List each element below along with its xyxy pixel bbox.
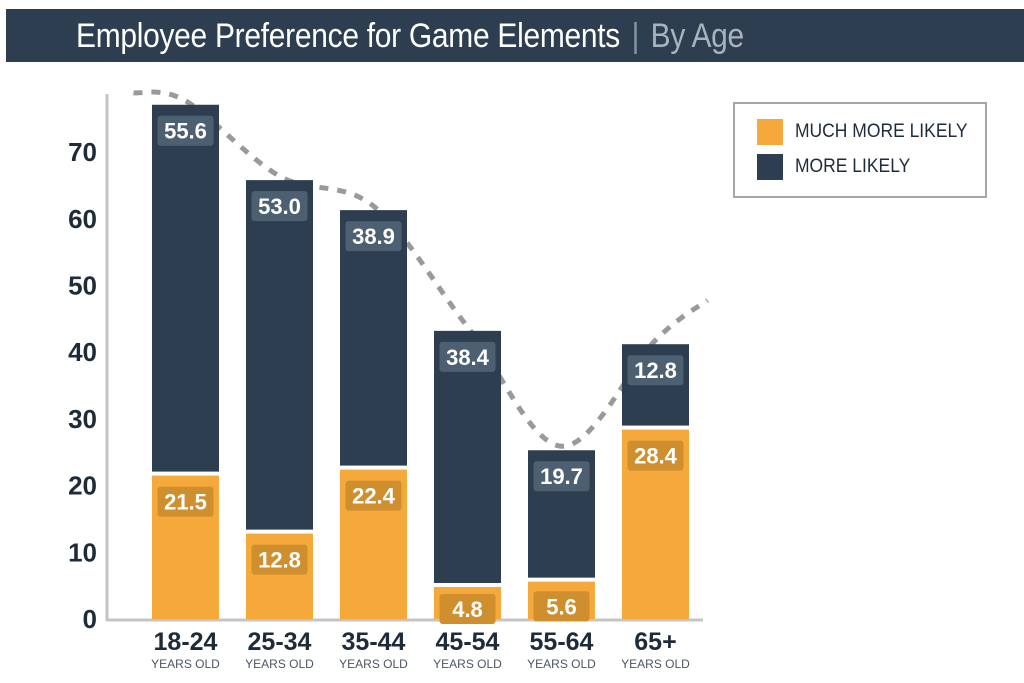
value-label-more-likely: 55.6 [164, 119, 207, 144]
x-category-label: 45-54 [436, 628, 500, 656]
y-tick-label: 70 [68, 137, 97, 167]
y-tick-label: 40 [68, 337, 97, 367]
value-label-more-likely: 12.8 [634, 358, 677, 383]
value-label-much-more-likely: 28.4 [634, 444, 678, 469]
legend-swatch-more-likely [757, 154, 783, 180]
value-label-more-likely-box [533, 461, 590, 492]
legend-label-much-more-likely: MUCH MORE LIKELY [795, 121, 968, 142]
x-category-label: 25-34 [248, 628, 312, 656]
legend-swatch-much-more-likely [757, 119, 783, 145]
value-label-much-more-likely-box [251, 544, 308, 575]
title-main: Employee Preference for Game Elements [76, 17, 621, 55]
x-category-sublabel: YEARS OLD [433, 657, 502, 671]
value-label-more-likely-box [627, 355, 684, 386]
value-label-more-likely-box [251, 191, 308, 222]
value-label-more-likely: 53.0 [258, 194, 301, 219]
value-label-much-more-likely: 12.8 [258, 548, 301, 573]
x-category-sublabel: YEARS OLD [245, 657, 314, 671]
value-label-more-likely: 38.4 [446, 345, 490, 370]
x-category-sublabel: YEARS OLD [339, 657, 408, 671]
x-category-label: 55-64 [530, 628, 594, 656]
value-label-much-more-likely-box [533, 591, 590, 622]
x-category-label: 35-44 [342, 628, 406, 656]
y-tick-label: 60 [68, 204, 97, 234]
value-label-more-likely-box [345, 221, 402, 252]
value-label-much-more-likely: 4.8 [452, 597, 483, 622]
legend-label-more-likely: MORE LIKELY [795, 156, 911, 177]
value-label-more-likely: 38.9 [352, 224, 395, 249]
x-category-label: 18-24 [154, 628, 218, 656]
value-label-more-likely-box [439, 341, 496, 372]
x-category-label: 65+ [634, 628, 676, 656]
trend-line [133, 89, 710, 449]
x-category-sublabel: YEARS OLD [527, 657, 596, 671]
value-label-much-more-likely: 21.5 [164, 490, 207, 515]
legend-item-much-more-likely: MUCH MORE LIKELY [757, 118, 983, 146]
bar-more-likely [434, 330, 501, 583]
y-tick-label: 30 [68, 404, 97, 434]
y-tick-label: 10 [68, 537, 97, 567]
x-category-sublabel: YEARS OLD [151, 657, 220, 671]
title-subtitle: By Age [650, 17, 745, 55]
title-bar: Employee Preference for Game Elements | … [6, 9, 1024, 62]
value-label-more-likely-box [157, 115, 214, 146]
y-tick-label: 20 [68, 471, 97, 501]
bar-more-likely [340, 210, 407, 466]
value-label-much-more-likely: 22.4 [352, 484, 396, 509]
value-label-much-more-likely-box [157, 486, 214, 517]
value-label-much-more-likely: 5.6 [546, 594, 577, 619]
value-label-much-more-likely-box [627, 440, 684, 471]
value-label-much-more-likely-box [345, 480, 402, 511]
y-tick-label: 0 [83, 604, 97, 634]
value-label-more-likely: 19.7 [540, 464, 583, 489]
x-category-sublabel: YEARS OLD [621, 657, 690, 671]
value-label-much-more-likely-box [439, 593, 496, 624]
legend: MUCH MORE LIKELY MORE LIKELY [733, 102, 987, 198]
title-separator: | [631, 17, 640, 55]
legend-item-more-likely: MORE LIKELY [757, 153, 920, 181]
bar-more-likely [152, 104, 219, 472]
chart-title: Employee Preference for Game Elements | … [76, 17, 744, 56]
bar-more-likely [246, 180, 313, 530]
y-tick-label: 50 [68, 271, 97, 301]
